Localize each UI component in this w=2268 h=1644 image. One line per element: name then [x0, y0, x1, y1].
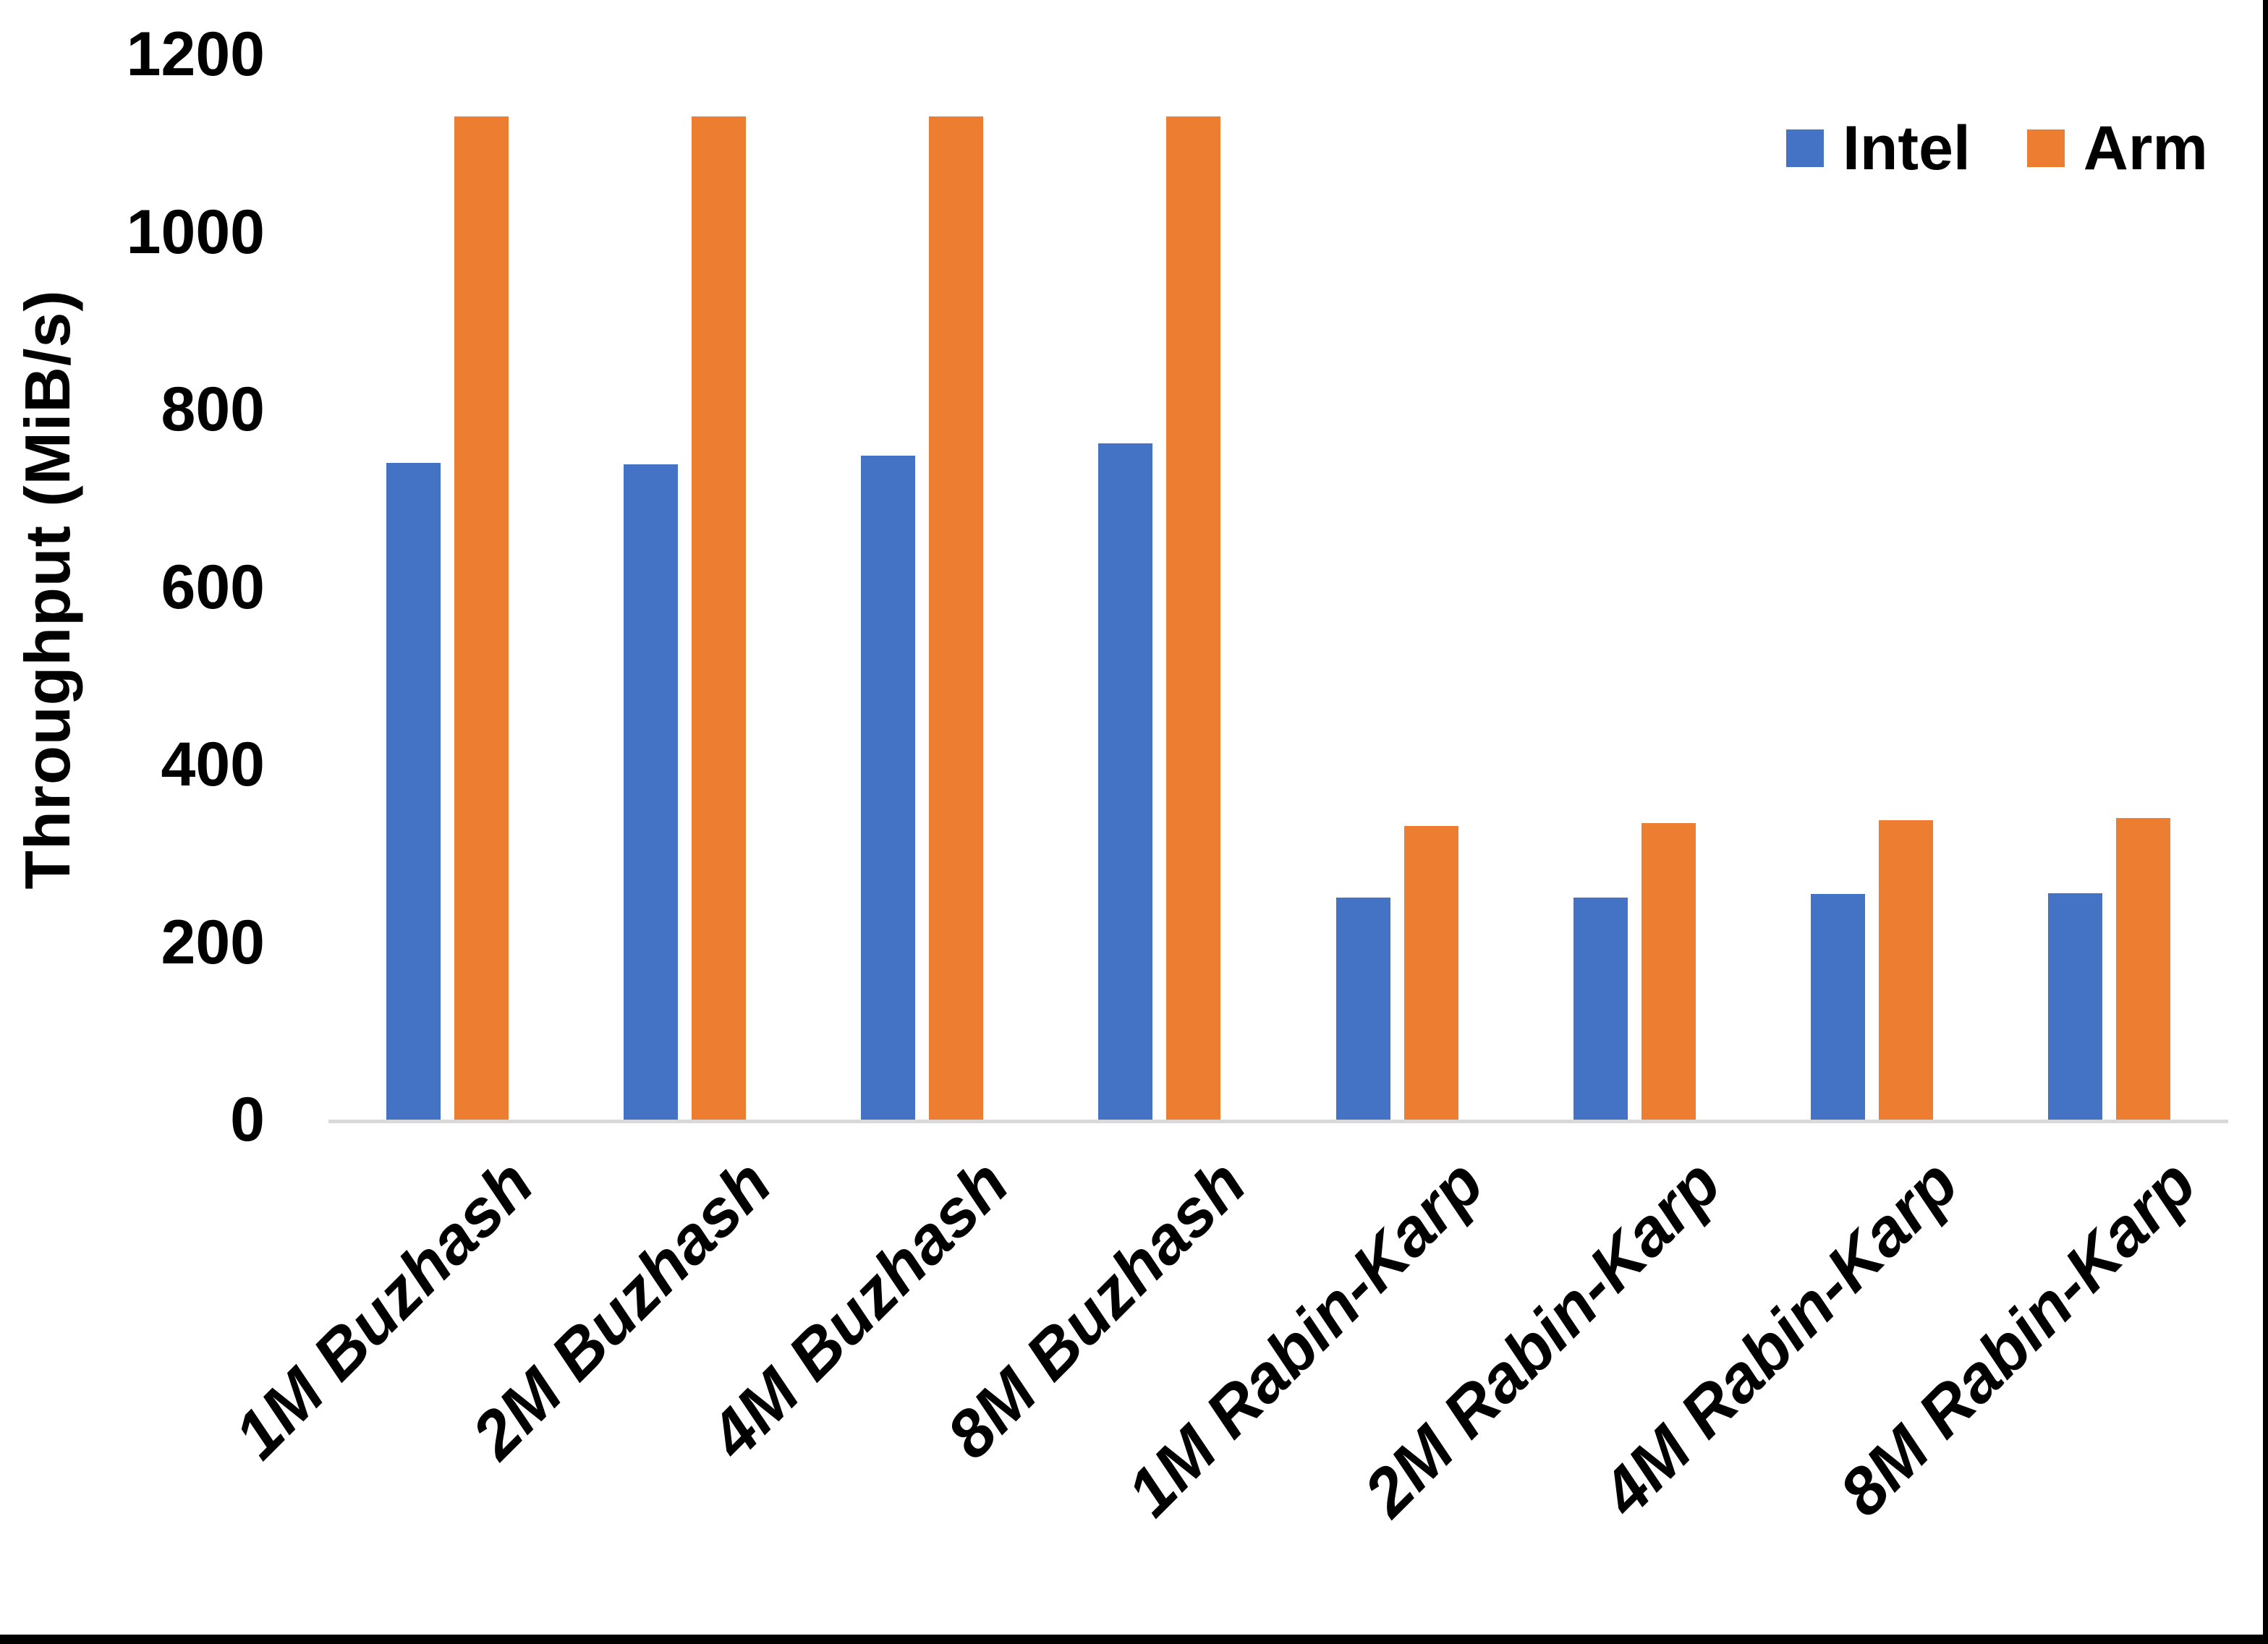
y-tick-label: 200	[161, 907, 266, 977]
y-tick-label: 1000	[126, 197, 265, 267]
x-axis-line	[328, 1120, 2228, 1123]
bar-intel-1m-buzhash	[386, 463, 441, 1120]
bar-arm-4m-buzhash	[929, 116, 983, 1120]
bar-arm-4m-rabin-karp	[1879, 820, 1933, 1120]
bar-intel-8m-rabin-karp	[2048, 893, 2102, 1120]
legend-swatch-arm	[2026, 129, 2065, 167]
bar-intel-1m-rabin-karp	[1336, 898, 1390, 1120]
screenshot-right-border	[2263, 0, 2268, 1644]
legend-label-arm: Arm	[2083, 114, 2208, 183]
bar-arm-2m-rabin-karp	[1641, 823, 1696, 1120]
y-tick-label: 1200	[126, 20, 265, 89]
bar-arm-2m-buzhash	[692, 116, 746, 1120]
bar-arm-8m-buzhash	[1166, 116, 1220, 1120]
bar-arm-1m-buzhash	[454, 116, 509, 1120]
y-tick-label: 800	[161, 375, 266, 444]
bar-arm-1m-rabin-karp	[1404, 826, 1458, 1120]
y-tick-label: 0	[230, 1085, 265, 1154]
bar-intel-8m-buzhash	[1098, 443, 1152, 1120]
legend-item-intel: Intel	[1786, 117, 1971, 179]
screenshot-bottom-border	[0, 1635, 2268, 1644]
y-tick-label: 400	[161, 730, 266, 799]
bar-intel-2m-rabin-karp	[1573, 898, 1628, 1120]
legend-label-intel: Intel	[1843, 114, 1971, 183]
legend: Intel Arm	[1786, 117, 2208, 179]
legend-item-arm: Arm	[2026, 114, 2208, 183]
legend-swatch-intel	[1786, 129, 1824, 167]
bar-intel-4m-buzhash	[861, 456, 915, 1120]
y-tick-label: 600	[161, 552, 266, 622]
bar-intel-2m-buzhash	[624, 464, 678, 1120]
bar-intel-4m-rabin-karp	[1811, 894, 1865, 1120]
bar-arm-8m-rabin-karp	[2116, 818, 2170, 1120]
